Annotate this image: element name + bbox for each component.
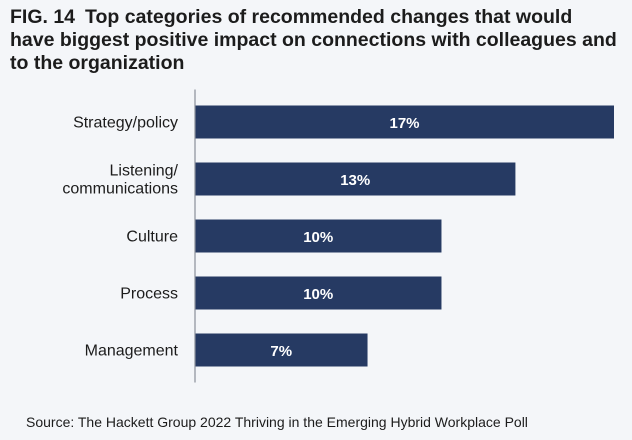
bar-0 <box>195 105 614 139</box>
figure-number: FIG. 14 <box>10 6 76 28</box>
category-label-4: Management <box>85 343 179 360</box>
chart-title: FIG. 14 Top categories of recommended cha… <box>10 6 622 75</box>
bar-value-label-0: 17% <box>389 115 419 132</box>
source-note: Source: The Hackett Group 2022 Thriving … <box>26 414 528 430</box>
bar-1 <box>195 162 516 196</box>
category-label-3: Process <box>120 286 178 303</box>
bar-value-label-2: 10% <box>303 229 333 246</box>
bar-3 <box>195 276 442 310</box>
figure-title-text: Top categories of recommended changes th… <box>10 6 617 74</box>
bar-2 <box>195 219 442 253</box>
bar-value-label-3: 10% <box>303 286 333 303</box>
category-label-2: Culture <box>126 229 178 246</box>
category-label-1: Listening/communications <box>62 163 178 198</box>
bar-value-label-1: 13% <box>340 172 370 189</box>
bar-value-label-4: 7% <box>270 343 292 360</box>
bar-chart: 17% Strategy/policy 13% Listening/communica… <box>62 89 614 383</box>
bar-4 <box>195 333 368 367</box>
category-label-0: Strategy/policy <box>73 115 178 132</box>
